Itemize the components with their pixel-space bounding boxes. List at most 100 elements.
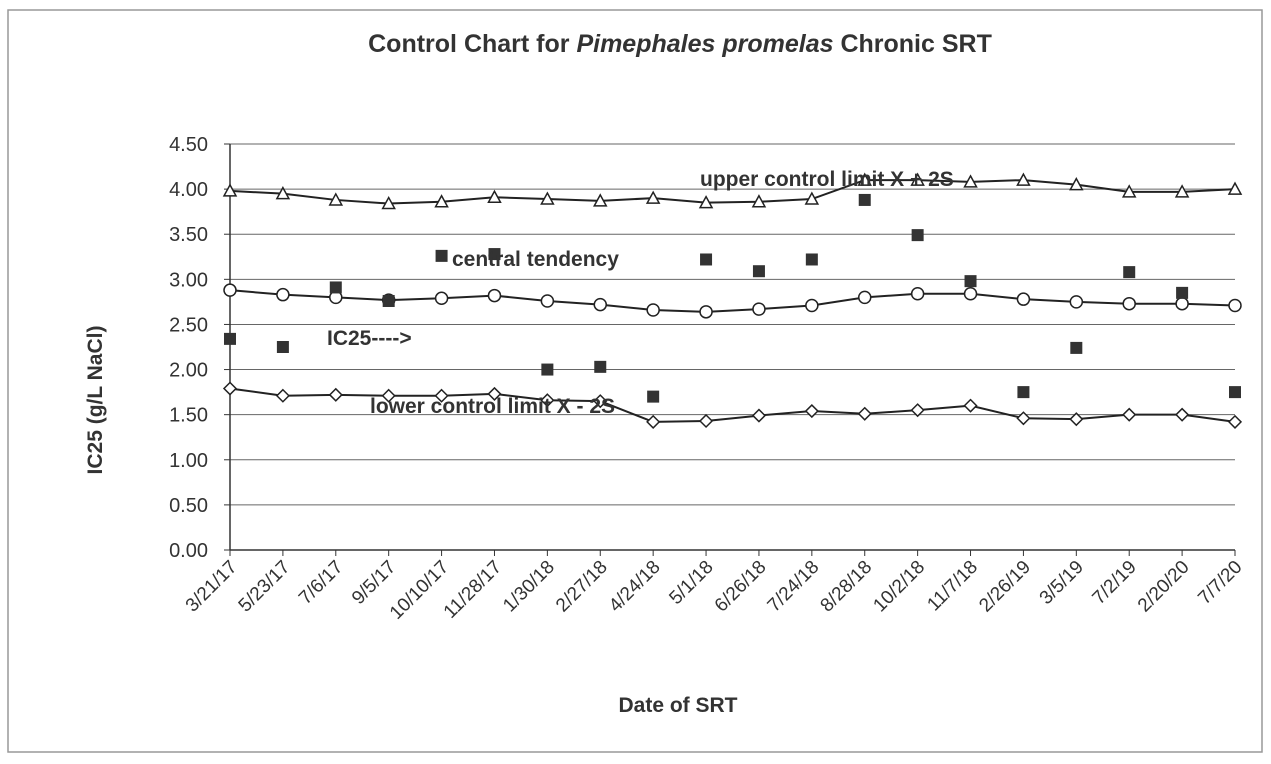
marker-triangle	[751, 194, 767, 208]
marker-square	[911, 229, 924, 242]
marker-triangle	[328, 192, 344, 206]
chart-frame	[7, 9, 1263, 753]
marker-square	[1123, 266, 1136, 279]
marker-circle	[487, 288, 502, 303]
marker-diamond	[275, 388, 290, 403]
marker-diamond	[540, 393, 555, 408]
y-tick-label: 3.50	[169, 224, 208, 246]
y-tick-label: 0.50	[169, 495, 208, 517]
marker-triangle	[381, 195, 396, 210]
marker-diamond	[593, 394, 608, 409]
marker-triangle	[1016, 172, 1031, 186]
marker-triangle	[698, 195, 714, 209]
title-part: Control Chart for	[368, 30, 576, 58]
y-tick-label: 3.00	[169, 269, 208, 291]
marker-square	[752, 265, 765, 278]
marker-diamond	[646, 414, 661, 429]
marker-square	[435, 249, 448, 262]
marker-square	[805, 253, 818, 266]
x-axis-label: Date of SRT	[618, 694, 737, 717]
marker-diamond	[751, 408, 767, 423]
marker-square	[594, 360, 607, 373]
series-label: lower control limit X - 2S	[370, 395, 615, 418]
marker-square	[858, 193, 871, 206]
y-tick-label: 1.50	[169, 405, 208, 427]
y-axis-label: IC25 (g/L NaCl)	[84, 326, 107, 475]
marker-circle	[1122, 296, 1136, 311]
marker-diamond	[804, 403, 819, 419]
marker-diamond	[222, 381, 238, 396]
marker-triangle	[910, 172, 925, 186]
marker-triangle	[487, 189, 502, 203]
chart-title: Control Chart for Pimephales promelas Ch…	[368, 30, 992, 58]
marker-square	[488, 248, 501, 261]
y-tick-label: 4.50	[169, 134, 208, 156]
marker-triangle	[857, 172, 873, 186]
marker-circle	[1175, 296, 1189, 311]
marker-circle	[752, 302, 766, 316]
marker-square	[541, 363, 554, 376]
marker-square	[647, 390, 660, 403]
series-line	[229, 179, 1236, 205]
marker-circle	[434, 291, 449, 306]
title-part: Pimephales promelas	[576, 30, 833, 58]
marker-diamond	[1122, 407, 1137, 422]
series-line	[229, 387, 1236, 423]
marker-circle	[1228, 298, 1242, 313]
marker-diamond	[698, 413, 714, 429]
marker-square	[382, 294, 395, 307]
marker-circle	[805, 298, 819, 313]
marker-diamond	[1069, 412, 1084, 427]
y-tick-label: 1.00	[169, 450, 208, 472]
series-line	[229, 289, 1236, 313]
series-label: upper control limit X + 2S	[700, 168, 954, 191]
marker-square	[1176, 286, 1189, 299]
marker-triangle	[540, 191, 555, 205]
marker-square	[1229, 386, 1241, 399]
series-label: IC25---->	[327, 327, 412, 350]
marker-circle	[1016, 292, 1031, 306]
marker-circle	[646, 303, 660, 317]
marker-diamond	[857, 406, 872, 421]
marker-diamond	[1175, 407, 1190, 422]
marker-circle	[593, 297, 608, 312]
marker-triangle	[804, 191, 820, 205]
marker-square	[1070, 341, 1083, 354]
marker-circle	[223, 283, 237, 297]
marker-diamond	[910, 403, 925, 418]
marker-diamond	[1227, 414, 1243, 429]
marker-square	[224, 332, 236, 345]
marker-circle	[1069, 295, 1084, 309]
marker-square	[964, 275, 977, 288]
marker-diamond	[434, 388, 449, 403]
marker-diamond	[328, 387, 343, 402]
marker-triangle	[1174, 184, 1190, 198]
y-tick-label: 0.00	[169, 540, 208, 562]
y-tick-label: 4.00	[169, 179, 208, 201]
marker-circle	[699, 305, 713, 319]
marker-triangle	[1121, 184, 1137, 198]
y-tick-label: 2.00	[169, 360, 208, 382]
marker-triangle	[1069, 177, 1084, 191]
marker-triangle	[1227, 181, 1243, 195]
marker-diamond	[1016, 411, 1031, 426]
marker-triangle	[434, 194, 449, 208]
marker-circle	[857, 290, 872, 305]
series-label: central tendency	[452, 248, 619, 271]
marker-square	[276, 341, 289, 353]
marker-circle	[910, 287, 925, 301]
marker-triangle	[275, 186, 291, 200]
marker-triangle	[222, 183, 238, 197]
marker-diamond	[487, 386, 502, 401]
marker-circle	[963, 287, 978, 301]
marker-circle	[540, 294, 555, 308]
marker-square	[1017, 386, 1030, 399]
marker-diamond	[963, 398, 978, 413]
y-tick-label: 2.50	[169, 314, 208, 336]
title-part: Chronic SRT	[834, 30, 992, 58]
marker-square	[329, 281, 342, 294]
marker-triangle	[592, 193, 608, 207]
marker-circle	[276, 287, 290, 302]
